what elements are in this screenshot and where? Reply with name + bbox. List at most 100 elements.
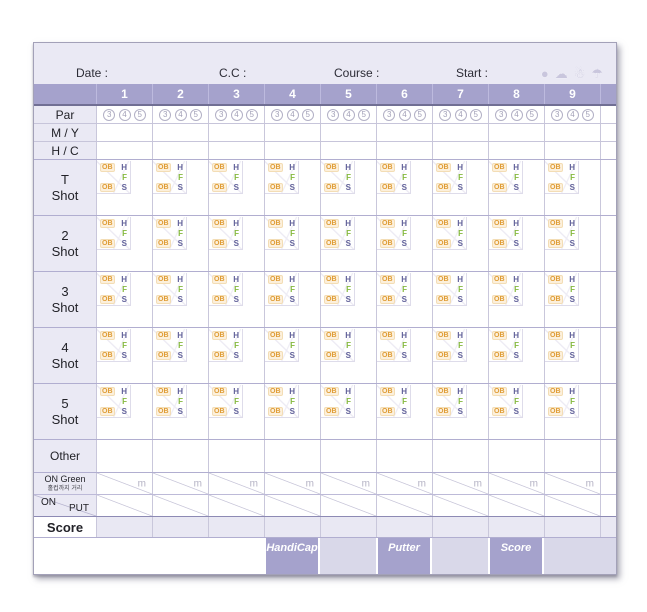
sand-mark[interactable]: S	[569, 294, 575, 304]
sand-mark[interactable]: S	[289, 350, 295, 360]
shot-cell[interactable]: OB H F OB S	[376, 272, 432, 327]
shot-cell[interactable]: OB H F OB S	[544, 384, 600, 439]
ob-mark[interactable]: OB	[212, 274, 227, 284]
ob-mark[interactable]: OB	[492, 406, 507, 416]
sand-mark[interactable]: S	[289, 238, 295, 248]
par-option-3[interactable]: 3	[159, 108, 172, 121]
ob-mark[interactable]: OB	[492, 330, 507, 340]
hazard-mark[interactable]: H	[569, 386, 575, 396]
score-cell[interactable]	[376, 517, 432, 537]
other-cell[interactable]	[152, 440, 208, 472]
fairway-mark[interactable]: F	[570, 172, 575, 182]
fairway-mark[interactable]: F	[234, 228, 239, 238]
shot-cell[interactable]: OB H F OB S	[320, 216, 376, 271]
shot-cell[interactable]: OB H F OB S	[152, 384, 208, 439]
on-put-cell[interactable]	[488, 495, 544, 516]
shot-cell[interactable]: OB H F OB S	[432, 328, 488, 383]
ob-mark[interactable]: OB	[548, 218, 563, 228]
par-option-4[interactable]: 4	[398, 108, 411, 121]
on-put-cell[interactable]	[320, 495, 376, 516]
sun-icon[interactable]: ●	[540, 66, 549, 81]
ob-mark[interactable]: OB	[100, 238, 115, 248]
par-option-3[interactable]: 3	[103, 108, 116, 121]
ob-mark[interactable]: OB	[548, 274, 563, 284]
sand-mark[interactable]: S	[457, 350, 463, 360]
fairway-mark[interactable]: F	[402, 284, 407, 294]
ob-mark[interactable]: OB	[492, 294, 507, 304]
hazard-mark[interactable]: H	[177, 162, 183, 172]
ob-mark[interactable]: OB	[436, 386, 451, 396]
ob-mark[interactable]: OB	[268, 218, 283, 228]
shot-cell[interactable]: OB H F OB S	[432, 272, 488, 327]
on-put-cell[interactable]	[376, 495, 432, 516]
par-option-4[interactable]: 4	[174, 108, 187, 121]
ob-mark[interactable]: OB	[100, 182, 115, 192]
ob-mark[interactable]: OB	[156, 182, 171, 192]
shot-cell[interactable]: OB H F OB S	[320, 328, 376, 383]
fairway-mark[interactable]: F	[346, 396, 351, 406]
fairway-mark[interactable]: F	[346, 172, 351, 182]
ob-mark[interactable]: OB	[100, 406, 115, 416]
score-cell[interactable]	[264, 517, 320, 537]
hazard-mark[interactable]: H	[401, 218, 407, 228]
fairway-mark[interactable]: F	[178, 172, 183, 182]
sand-mark[interactable]: S	[569, 238, 575, 248]
shot-cell[interactable]: OB H F OB S	[376, 160, 432, 215]
hazard-mark[interactable]: H	[233, 274, 239, 284]
fairway-mark[interactable]: F	[570, 396, 575, 406]
my-cell[interactable]	[544, 124, 600, 141]
fairway-mark[interactable]: F	[234, 284, 239, 294]
fairway-mark[interactable]: F	[234, 172, 239, 182]
ob-mark[interactable]: OB	[436, 294, 451, 304]
ob-mark[interactable]: OB	[100, 350, 115, 360]
par-option-4[interactable]: 4	[230, 108, 243, 121]
ob-mark[interactable]: OB	[212, 406, 227, 416]
handicap-value-cell[interactable]	[320, 538, 376, 574]
par-option-5[interactable]: 5	[301, 108, 314, 121]
ob-mark[interactable]: OB	[380, 294, 395, 304]
ob-mark[interactable]: OB	[212, 330, 227, 340]
ob-mark[interactable]: OB	[212, 238, 227, 248]
ob-mark[interactable]: OB	[212, 386, 227, 396]
hazard-mark[interactable]: H	[289, 330, 295, 340]
ob-mark[interactable]: OB	[492, 350, 507, 360]
sand-mark[interactable]: S	[401, 182, 407, 192]
hc-cell[interactable]	[488, 142, 544, 159]
ob-mark[interactable]: OB	[436, 274, 451, 284]
ob-mark[interactable]: OB	[548, 294, 563, 304]
on-green-cell[interactable]: m	[96, 473, 152, 494]
score-cell[interactable]	[320, 517, 376, 537]
hazard-mark[interactable]: H	[289, 162, 295, 172]
ob-mark[interactable]: OB	[436, 330, 451, 340]
ob-mark[interactable]: OB	[100, 330, 115, 340]
hazard-mark[interactable]: H	[233, 162, 239, 172]
ob-mark[interactable]: OB	[268, 350, 283, 360]
hazard-mark[interactable]: H	[457, 218, 463, 228]
on-put-cell[interactable]	[208, 495, 264, 516]
fairway-mark[interactable]: F	[122, 284, 127, 294]
fairway-mark[interactable]: F	[458, 172, 463, 182]
sand-mark[interactable]: S	[289, 406, 295, 416]
fairway-mark[interactable]: F	[122, 340, 127, 350]
other-cell[interactable]	[208, 440, 264, 472]
on-green-cell[interactable]: m	[320, 473, 376, 494]
score-cell[interactable]	[544, 517, 600, 537]
other-cell[interactable]	[488, 440, 544, 472]
my-cell[interactable]	[376, 124, 432, 141]
sand-mark[interactable]: S	[233, 238, 239, 248]
my-cell[interactable]	[152, 124, 208, 141]
shot-cell[interactable]: OB H F OB S	[432, 384, 488, 439]
hc-cell[interactable]	[152, 142, 208, 159]
ob-mark[interactable]: OB	[156, 218, 171, 228]
other-cell[interactable]	[264, 440, 320, 472]
ob-mark[interactable]: OB	[268, 386, 283, 396]
ob-mark[interactable]: OB	[156, 238, 171, 248]
shot-cell[interactable]: OB H F OB S	[544, 328, 600, 383]
fairway-mark[interactable]: F	[178, 396, 183, 406]
par-option-5[interactable]: 5	[581, 108, 594, 121]
fairway-mark[interactable]: F	[514, 228, 519, 238]
ob-mark[interactable]: OB	[212, 218, 227, 228]
ob-mark[interactable]: OB	[268, 274, 283, 284]
